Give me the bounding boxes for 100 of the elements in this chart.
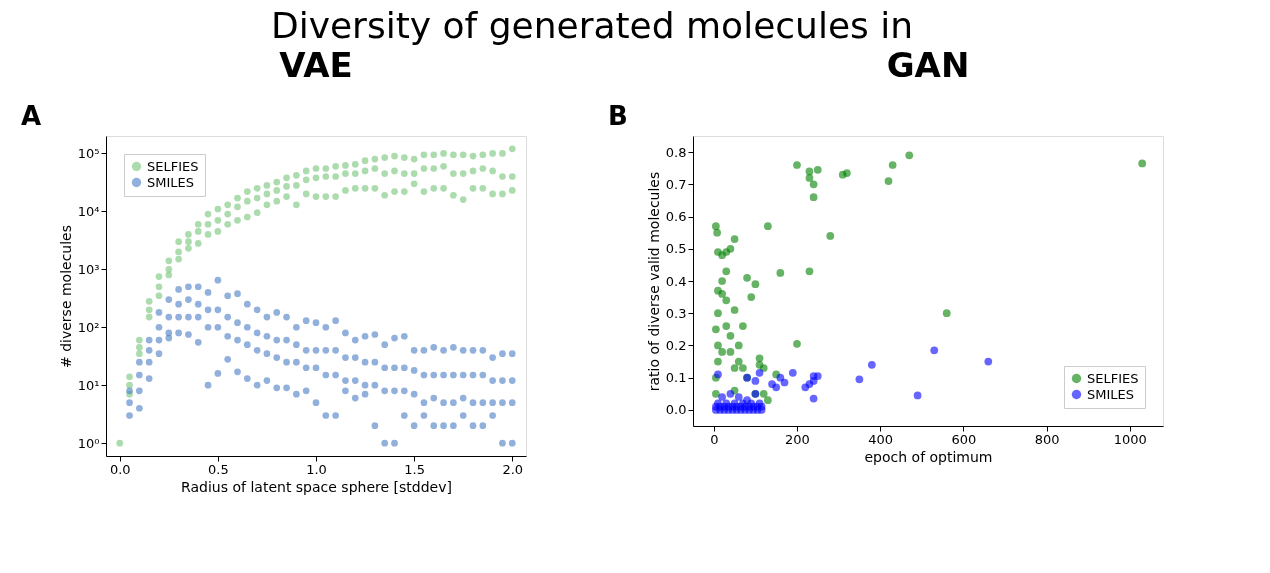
- y-tick-label: 0.2: [665, 337, 687, 353]
- point: [730, 235, 739, 243]
- y-axis-title: # diverse molecules: [57, 224, 74, 369]
- x-tick-label: 1.0: [306, 461, 327, 477]
- point: [888, 161, 897, 169]
- text: B: [608, 101, 628, 131]
- point: [843, 169, 851, 177]
- point: [718, 290, 726, 298]
- point: [743, 273, 751, 282]
- point: [739, 364, 747, 372]
- point: [714, 357, 722, 366]
- point: [763, 396, 772, 405]
- chart-title: VAE: [279, 45, 353, 85]
- point: [755, 368, 764, 377]
- x-tick-label: 1.5: [404, 461, 425, 477]
- point: [751, 280, 760, 289]
- x-tick-label: 400: [868, 431, 894, 447]
- point: [712, 222, 720, 231]
- x-tick-label: 0.0: [109, 461, 131, 477]
- x-tick-label: 600: [951, 431, 977, 447]
- point: [759, 389, 768, 398]
- point: [747, 293, 756, 301]
- point: [884, 177, 893, 185]
- y-tick-label: 0.8: [665, 144, 687, 160]
- point: [905, 151, 914, 160]
- point: [793, 339, 801, 348]
- point: [712, 389, 720, 398]
- y-tick-label: 10¹: [77, 377, 100, 393]
- x-tick-label: 1000: [1113, 431, 1147, 447]
- y-tick-label: 10⁴: [77, 203, 100, 219]
- y-tick-label: 0.1: [665, 370, 687, 386]
- point: [809, 180, 818, 189]
- x-tick-label: 2.0: [502, 461, 524, 477]
- point: [722, 322, 731, 330]
- point: [805, 267, 814, 276]
- point: [734, 357, 743, 366]
- y-axis-title: ratio of diverse valid molecules: [645, 171, 662, 392]
- point: [726, 389, 735, 398]
- y-tick-label: 10⁵: [77, 145, 100, 161]
- point: [713, 228, 721, 237]
- x-tick-label: 0: [710, 431, 719, 447]
- point: [826, 232, 835, 240]
- point: [726, 244, 735, 253]
- point: [788, 368, 797, 377]
- text: Diversity of generated molecules in: [270, 4, 914, 46]
- point: [780, 378, 789, 387]
- y-tick-label: 10⁰: [77, 435, 100, 451]
- point: [722, 267, 731, 276]
- point: [730, 306, 739, 314]
- point: [751, 377, 760, 385]
- point: [809, 394, 818, 403]
- point: [726, 348, 735, 356]
- x-tick-label: 0.5: [208, 461, 229, 477]
- point: [718, 348, 726, 356]
- point: [772, 383, 781, 392]
- legend-label: SMILES: [147, 174, 195, 190]
- point: [913, 391, 922, 400]
- y-tick-label: 0.4: [665, 273, 687, 289]
- y-tick-label: 0.6: [665, 209, 687, 225]
- point: [722, 296, 731, 305]
- legend-label: SELFIES: [1087, 370, 1139, 386]
- point: [776, 269, 785, 277]
- y-tick-label: 10²: [77, 319, 100, 335]
- point: [730, 364, 739, 372]
- point: [739, 322, 747, 330]
- point: [1138, 159, 1147, 168]
- text: A: [21, 101, 42, 131]
- point: [712, 325, 720, 334]
- point: [714, 341, 722, 350]
- point: [734, 393, 743, 401]
- point: [776, 373, 785, 382]
- point: [805, 174, 814, 182]
- point: [718, 393, 726, 401]
- point: [984, 357, 993, 366]
- point: [734, 341, 743, 350]
- chart-title: GAN: [886, 45, 970, 85]
- point: [855, 375, 864, 384]
- point: [813, 372, 822, 380]
- x-axis-title: epoch of optimum: [864, 448, 993, 465]
- point: [759, 364, 768, 372]
- x-tick-label: 800: [1034, 431, 1060, 447]
- x-axis-title: Radius of latent space sphere [stddev]: [181, 478, 452, 495]
- y-tick-label: 0.7: [665, 176, 687, 192]
- x-tick-label: 200: [785, 431, 810, 447]
- legend-label: SELFIES: [147, 158, 199, 174]
- point: [867, 360, 876, 369]
- point: [743, 396, 751, 405]
- point: [726, 331, 735, 340]
- legend-label: SMILES: [1087, 386, 1135, 402]
- y-tick-label: 10³: [77, 261, 100, 277]
- point: [763, 222, 772, 231]
- point: [930, 346, 939, 355]
- y-tick-label: 0.0: [665, 402, 687, 418]
- point: [793, 161, 801, 169]
- point: [809, 193, 818, 202]
- point: [813, 165, 822, 174]
- point: [942, 309, 951, 318]
- point: [714, 309, 722, 318]
- y-tick-label: 0.5: [665, 241, 687, 257]
- y-tick-label: 0.3: [665, 305, 687, 321]
